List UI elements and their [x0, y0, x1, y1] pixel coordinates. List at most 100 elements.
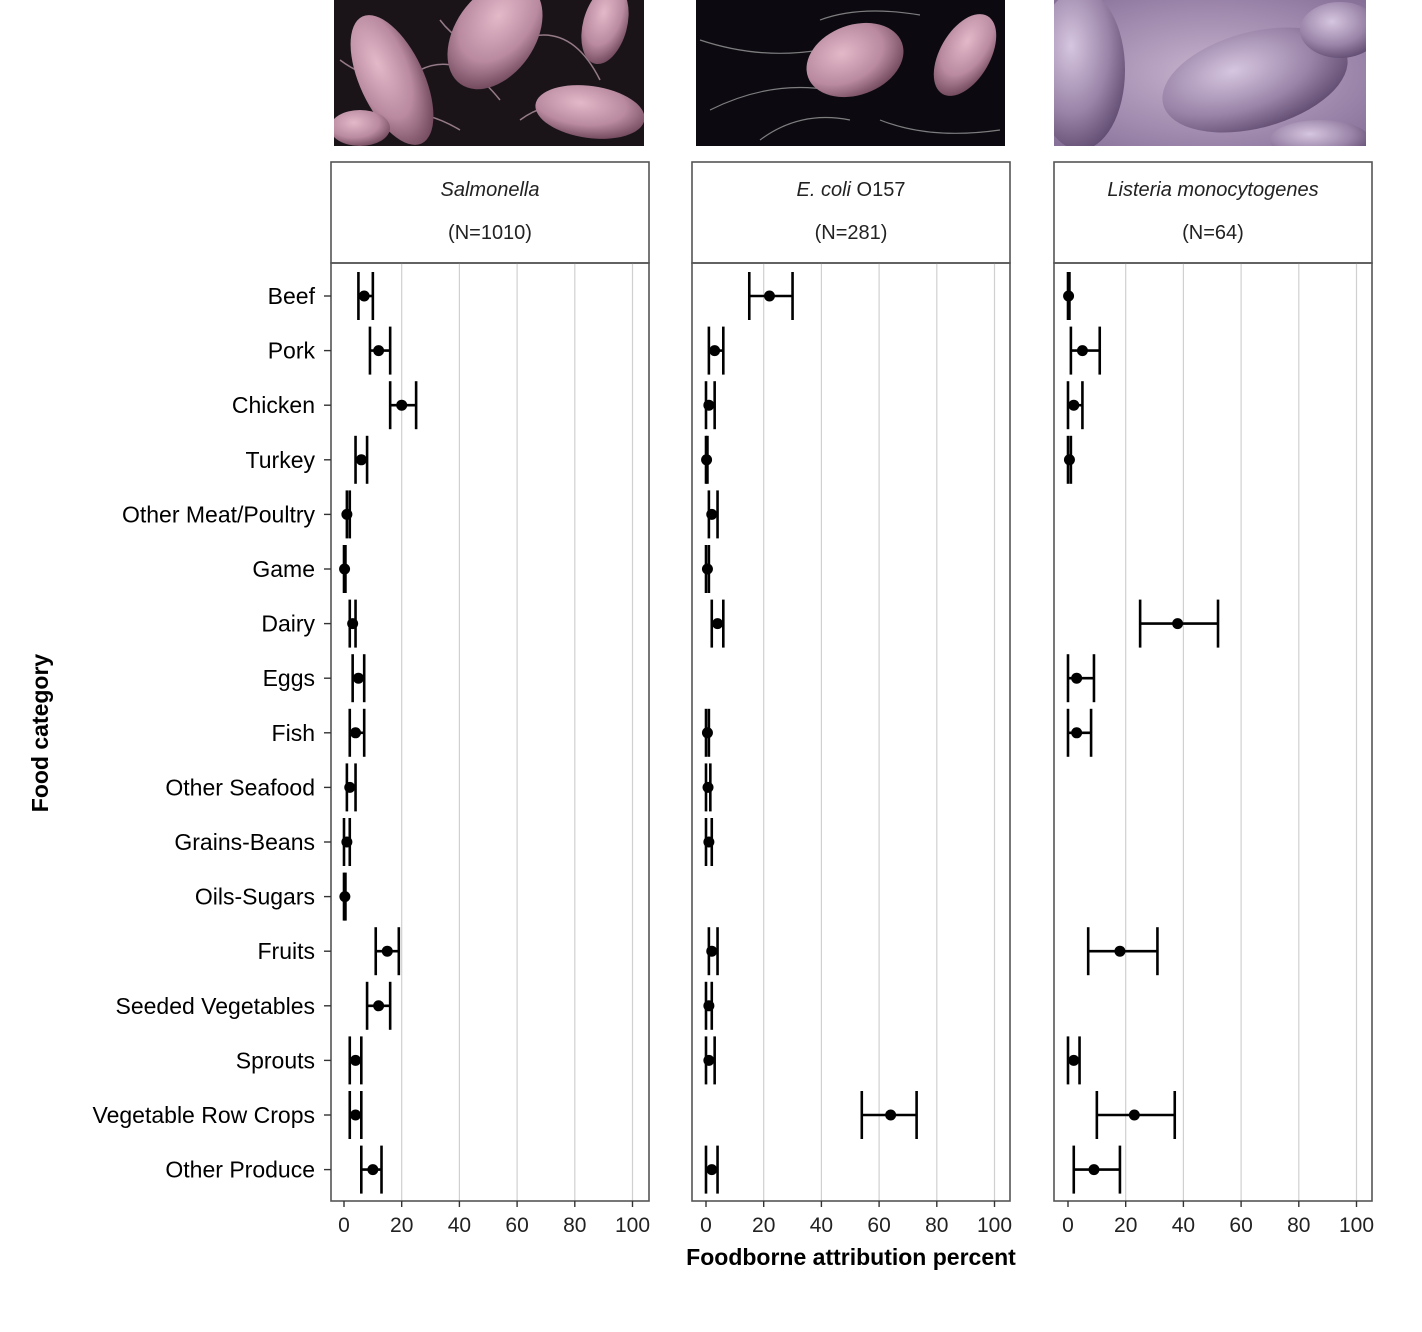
ecoli-bacteria-image [696, 0, 1005, 146]
data-point [350, 1109, 362, 1121]
data-point-group [1138, 599, 1220, 648]
x-tick-label: 80 [563, 1214, 586, 1237]
data-point-group [1066, 654, 1096, 703]
data-point [706, 1164, 718, 1176]
y-tick-label: Vegetable Row Crops [93, 1102, 315, 1128]
y-tick-label: Dairy [261, 611, 315, 637]
x-tick-label: 20 [752, 1214, 775, 1237]
facet-title-italic: Salmonella [441, 179, 540, 201]
data-point [339, 891, 351, 903]
y-tick-label: Grains-Beans [174, 829, 315, 855]
data-point-group [351, 654, 366, 703]
data-point-group [706, 927, 719, 976]
facet-n-label: (N=64) [1182, 222, 1244, 244]
data-point [1076, 345, 1088, 357]
data-point [706, 945, 718, 957]
data-point [703, 399, 715, 411]
data-point-group [707, 326, 725, 375]
data-point-group [701, 708, 713, 757]
data-point-group [706, 490, 719, 539]
data-point [350, 1054, 362, 1066]
data-point-group [347, 599, 359, 648]
data-point-group [1086, 927, 1159, 976]
data-point [373, 1000, 385, 1012]
y-tick-label: Beef [268, 283, 316, 309]
x-tick-label: 60 [867, 1214, 890, 1237]
data-point-group [701, 545, 713, 593]
data-point [373, 345, 385, 357]
data-point-group [1095, 1091, 1177, 1139]
y-axis-title: Food category [27, 654, 53, 813]
y-tick-label: Oils-Sugars [195, 884, 315, 910]
data-point [350, 727, 362, 739]
data-point-group [704, 1145, 719, 1194]
x-tick-label: 80 [1287, 1214, 1310, 1237]
data-point [344, 781, 356, 793]
data-point [885, 1109, 897, 1121]
data-point-group [710, 599, 725, 648]
x-axis-title: Foodborne attribution percent [686, 1244, 1016, 1270]
data-point [701, 727, 713, 739]
facet-title-italic: E. coli [797, 179, 852, 201]
x-tick-label: 40 [1172, 1214, 1195, 1237]
data-point [712, 618, 724, 630]
facet-strip: Listeria monocytogenes (N=64) [1053, 161, 1373, 264]
x-tick-label: 0 [1062, 1214, 1074, 1237]
facet-title: E. coli O157 [797, 179, 906, 201]
x-tick-label: 60 [1229, 1214, 1252, 1237]
data-point [396, 399, 408, 411]
data-point [703, 1054, 715, 1066]
facet-title-plain: O157 [851, 179, 905, 201]
data-point-group [374, 927, 401, 976]
data-point-group [702, 763, 714, 812]
facet-n-label: (N=1010) [448, 222, 532, 244]
data-point-group [344, 763, 357, 812]
listeria-bacteria-image [1054, 0, 1366, 146]
data-point-group [341, 490, 353, 539]
data-point-group [703, 818, 715, 866]
data-point-group [1066, 1036, 1081, 1085]
y-tick-label: Fish [272, 720, 315, 746]
facet-strip: Salmonella (N=1010) [330, 161, 650, 264]
salmonella-bacteria-image [334, 0, 644, 146]
data-point [339, 563, 351, 575]
data-point-group [360, 1145, 383, 1194]
data-point-group [357, 272, 375, 320]
data-point [355, 454, 367, 466]
panel-border [691, 262, 1011, 1202]
data-point-group [368, 326, 392, 375]
y-tick-label: Turkey [246, 447, 316, 473]
data-point-group [747, 272, 794, 320]
data-point-group [354, 435, 369, 484]
data-point [1068, 1054, 1080, 1066]
data-point [1063, 454, 1075, 466]
facet-title: Listeria monocytogenes [1107, 179, 1318, 201]
data-point [358, 290, 370, 302]
data-point-group [701, 435, 713, 484]
data-point-group [388, 381, 418, 430]
data-point-group [1063, 272, 1075, 320]
panel-border [330, 262, 650, 1202]
facet-strip: E. coli O157 (N=281) [691, 161, 1011, 264]
data-point-group [365, 981, 392, 1030]
data-point [381, 945, 393, 957]
y-tick-label: Pork [268, 338, 316, 364]
facet-panel: 0 20 40 60 80 100 [691, 262, 1012, 1237]
x-tick-label: 0 [700, 1214, 712, 1237]
data-point [1088, 1164, 1100, 1176]
data-point [706, 508, 718, 520]
data-point [709, 345, 721, 357]
data-point-group [1072, 1145, 1122, 1194]
data-point-group [348, 1036, 363, 1085]
data-point [341, 508, 353, 520]
y-tick-label: Sprouts [236, 1047, 315, 1073]
data-point-group [1069, 326, 1102, 375]
facet-panel: 0 20 40 60 80 100 [330, 262, 650, 1237]
data-point-group [703, 381, 716, 430]
data-point-group [1066, 708, 1093, 757]
panel-border [1053, 262, 1373, 1202]
y-tick-label: Game [252, 556, 315, 582]
facet-n-label: (N=281) [815, 222, 888, 244]
data-point [703, 836, 715, 848]
